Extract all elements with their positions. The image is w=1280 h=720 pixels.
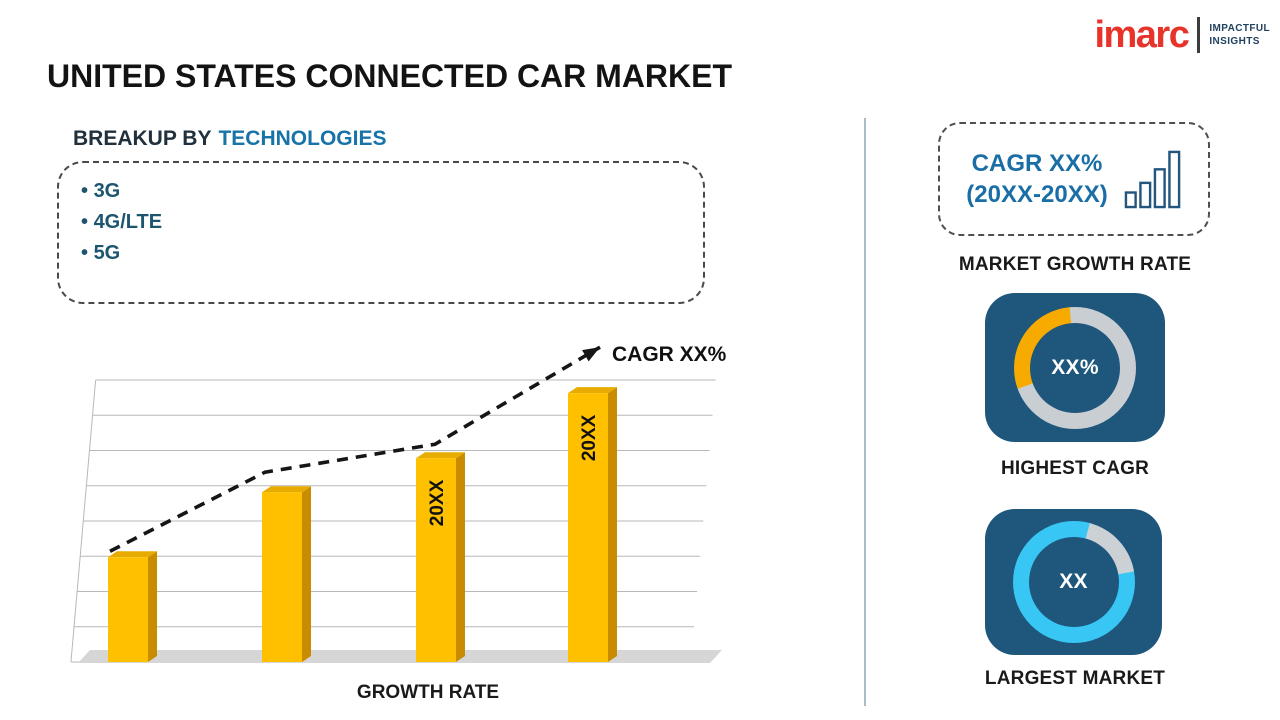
- highest-cagr-donut: XX%: [1014, 306, 1136, 429]
- chart-bar: [262, 492, 302, 662]
- page-title: UNITED STATES CONNECTED CAR MARKET: [47, 58, 733, 94]
- highest-cagr-donut-hole: XX%: [1030, 322, 1120, 413]
- technology-item: 5G: [81, 238, 679, 269]
- logo-tagline-line2: INSIGHTS: [1209, 36, 1260, 47]
- largest-market-card: XX: [985, 509, 1162, 655]
- highest-cagr-value: XX%: [1051, 355, 1099, 379]
- bar-label: 20XX: [427, 479, 448, 526]
- highest-cagr-card: XX%: [985, 293, 1165, 442]
- axis-left-edge: [70, 380, 97, 662]
- chart-bar: [416, 458, 456, 662]
- largest-market-label: LARGEST MARKET: [984, 668, 1166, 689]
- highest-cagr-label: HIGHEST CAGR: [1000, 458, 1150, 479]
- chart-floor: [78, 650, 722, 663]
- imarc-wordmark: imarc: [1094, 14, 1189, 56]
- bar-top-face: [416, 452, 465, 459]
- largest-market-donut-hole: XX: [1028, 537, 1119, 627]
- bar-side-face: [302, 486, 311, 662]
- x-axis-label: GROWTH RATE: [357, 682, 499, 703]
- technologies-list: 3G4G/LTE5G: [81, 176, 679, 269]
- chart-bars: 20XX 20XX: [108, 387, 617, 662]
- bar-top-face: [568, 387, 617, 394]
- bar-side-face: [608, 387, 617, 662]
- growth-rate-bar-chart: 20XX 20XX CAGR XX% GROWTH RATE: [70, 343, 727, 703]
- chart-bar: [108, 557, 148, 662]
- bar-top-face: [262, 486, 311, 493]
- chart-bar: [568, 393, 608, 662]
- section-divider: [864, 118, 866, 706]
- trend-line: [109, 345, 601, 553]
- cagr-annotation: CAGR XX%: [612, 343, 727, 366]
- largest-market-donut: XX: [1012, 521, 1135, 643]
- cagr-period-line: (20XX-20XX): [966, 181, 1108, 208]
- cagr-box-text: CAGR XX% (20XX-20XX): [966, 148, 1107, 210]
- technology-item: 4G/LTE: [81, 207, 679, 238]
- breakup-heading: BREAKUP BY TECHNOLOGIES: [73, 127, 386, 151]
- bar-side-face: [148, 551, 157, 662]
- breakup-heading-prefix: BREAKUP BY: [73, 127, 212, 150]
- logo-divider: [1197, 17, 1201, 53]
- technology-item: 3G: [81, 176, 679, 207]
- market-growth-rate-label: MARKET GROWTH RATE: [958, 254, 1192, 275]
- logo-tagline: IMPACTFUL INSIGHTS: [1209, 22, 1270, 49]
- technologies-box: 3G4G/LTE5G: [57, 161, 705, 304]
- trend-arrowhead: [582, 347, 600, 362]
- bar-side-face: [456, 452, 465, 662]
- cagr-value-line: CAGR XX%: [971, 150, 1103, 177]
- largest-market-value: XX: [1059, 570, 1088, 593]
- bar-top-face: [108, 551, 157, 558]
- trend-line-group: [109, 345, 601, 553]
- imarc-logo: imarc IMPACTFUL INSIGHTS: [1094, 16, 1270, 54]
- bar-label: 20XX: [579, 414, 600, 461]
- bar-chart-icon: [1124, 150, 1181, 209]
- logo-tagline-line1: IMPACTFUL: [1209, 22, 1270, 34]
- breakup-heading-accent: TECHNOLOGIES: [218, 127, 387, 150]
- cagr-box: CAGR XX% (20XX-20XX): [938, 122, 1210, 236]
